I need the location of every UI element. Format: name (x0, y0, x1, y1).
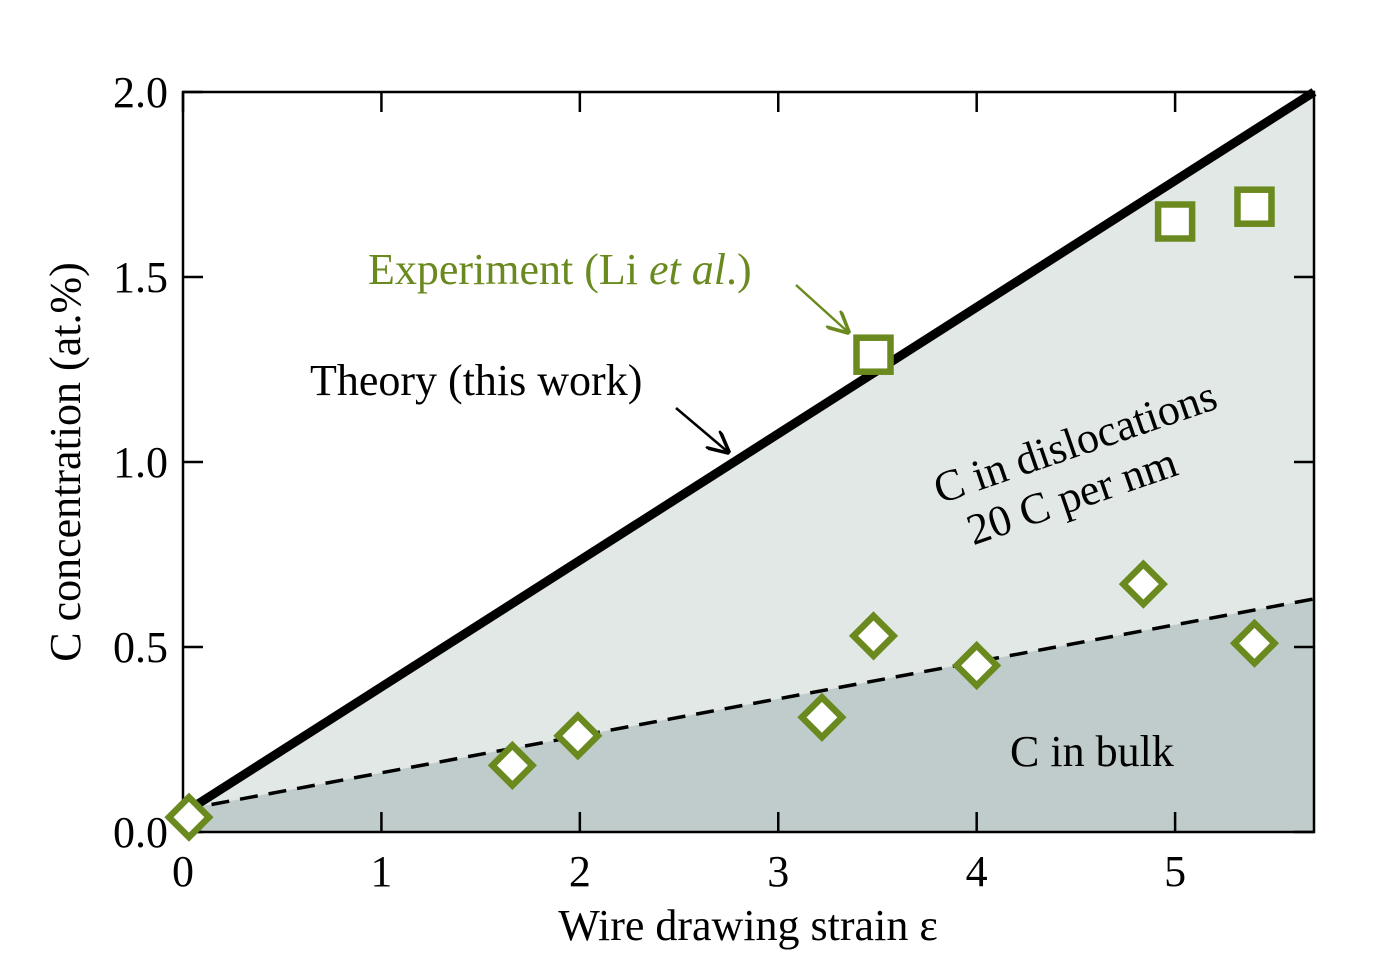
experiment-diamond-marker (487, 740, 537, 790)
theory-line (180, 88, 1317, 818)
bulk-dashed-line (182, 597, 1315, 812)
y-tick-label: 0.5 (113, 623, 168, 672)
bulk-region (183, 598, 1314, 832)
experiment-diamond-marker (553, 711, 603, 761)
y-axis-title: C concentration (at.%) (41, 262, 90, 662)
x-tick-label: 1 (370, 847, 392, 896)
y-tick-label: 1.5 (113, 253, 168, 302)
experiment-diamond-marker (1118, 559, 1168, 609)
y-tick-label: 1.0 (113, 438, 168, 487)
experiment-diamond-marker (952, 640, 1002, 691)
experiment-label-italic: et al (649, 245, 726, 294)
experiment-label-prefix: Experiment (Li (368, 245, 649, 294)
experiment-square-marker (1154, 201, 1196, 242)
experiment-diamond-marker (848, 611, 899, 661)
y-axis-ticks: 0.0 0.5 1.0 1.5 2.0 (113, 68, 1314, 857)
experiment-label-suffix: .) (726, 245, 752, 294)
y-tick-label: 2.0 (113, 68, 168, 117)
experiment-diamond-marker (164, 792, 214, 842)
x-axis-ticks: 0 1 2 3 4 5 (172, 92, 1186, 896)
experiment-label: Experiment (Li et al.) (368, 245, 752, 294)
x-tick-label: 4 (966, 847, 988, 896)
experiment-diamond-marker (797, 692, 847, 742)
x-axis-title: Wire drawing strain ε (558, 901, 938, 950)
y-tick-label: 0.0 (113, 808, 168, 857)
experiment-square-marker (853, 334, 894, 375)
theory-label: Theory (this work) (310, 356, 642, 405)
theory-arrow (675, 407, 728, 452)
x-tick-label: 5 (1164, 847, 1186, 896)
experiment-arrow (795, 284, 848, 332)
x-tick-label: 3 (767, 847, 789, 896)
experiment-square-marker (1234, 186, 1275, 227)
bulk-label: C in bulk (1010, 727, 1174, 776)
x-tick-label: 0 (172, 847, 194, 896)
experiment-markers (164, 186, 1280, 842)
x-tick-label: 2 (569, 847, 591, 896)
experiment-diamond-marker (1229, 618, 1280, 668)
